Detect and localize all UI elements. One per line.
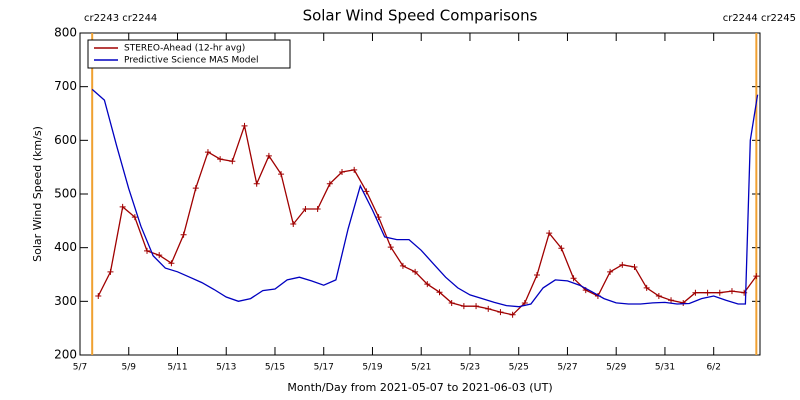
y-axis-label: Solar Wind Speed (km/s) <box>31 126 44 262</box>
point-marker <box>302 206 309 213</box>
point-marker <box>546 230 553 237</box>
x-tick-label: 5/27 <box>557 363 577 373</box>
point-marker <box>351 166 358 173</box>
legend-label: STEREO-Ahead (12-hr avg) <box>124 44 245 54</box>
series-line <box>91 88 759 308</box>
point-marker <box>533 272 540 279</box>
point-marker <box>290 221 297 228</box>
y-tick-label: 600 <box>54 133 77 147</box>
point-marker <box>668 297 675 304</box>
point-marker <box>156 252 163 259</box>
y-tick-label: 400 <box>54 240 77 254</box>
point-marker <box>339 168 346 175</box>
point-marker <box>692 289 699 296</box>
point-marker <box>119 203 126 210</box>
point-marker <box>448 299 455 306</box>
point-marker <box>326 180 333 187</box>
point-marker <box>728 288 735 295</box>
point-marker <box>192 185 199 192</box>
point-marker <box>643 284 650 291</box>
y-tick-label: 700 <box>54 79 77 93</box>
x-tick-label: 5/7 <box>73 363 87 373</box>
point-marker <box>753 273 760 280</box>
point-marker <box>558 245 565 252</box>
x-tick-label: 6/2 <box>706 363 720 373</box>
point-marker <box>131 214 138 221</box>
x-tick-label: 5/21 <box>411 363 431 373</box>
x-tick-label: 5/13 <box>216 363 236 373</box>
point-marker <box>631 263 638 270</box>
point-marker <box>497 309 504 316</box>
x-tick-label: 5/25 <box>509 363 529 373</box>
x-tick-label: 5/29 <box>606 363 626 373</box>
x-tick-label: 5/17 <box>314 363 334 373</box>
point-marker <box>424 281 431 288</box>
x-tick-label: 5/15 <box>265 363 285 373</box>
y-tick-label: 200 <box>54 348 77 362</box>
point-marker <box>375 214 382 221</box>
point-marker <box>217 156 224 163</box>
y-tick-label: 500 <box>54 187 77 201</box>
point-marker <box>680 299 687 306</box>
point-marker <box>168 260 175 267</box>
point-marker <box>655 292 662 299</box>
legend-box <box>87 39 291 69</box>
point-marker <box>314 206 321 213</box>
annotation: cr2244 cr2245 <box>723 13 796 24</box>
point-marker <box>107 268 114 275</box>
point-marker <box>570 275 577 282</box>
x-tick-label: 5/31 <box>655 363 675 373</box>
y-tick-label: 800 <box>54 26 77 40</box>
point-marker <box>229 158 236 165</box>
legend-label: Predictive Science MAS Model <box>124 56 259 66</box>
point-marker <box>144 247 151 254</box>
point-marker <box>387 244 394 251</box>
point-marker <box>485 305 492 312</box>
point-marker <box>95 292 102 299</box>
chart-title: Solar Wind Speed Comparisons <box>303 7 538 25</box>
point-marker <box>180 231 187 238</box>
x-tick-label: 5/11 <box>167 363 187 373</box>
point-marker <box>509 311 516 318</box>
point-marker <box>278 171 285 178</box>
annotation: cr2243 cr2244 <box>84 13 157 24</box>
x-tick-label: 5/23 <box>460 363 480 373</box>
point-marker <box>241 122 248 129</box>
point-marker <box>412 268 419 275</box>
y-tick-label: 300 <box>54 294 77 308</box>
point-marker <box>473 303 480 310</box>
point-marker <box>399 262 406 269</box>
point-marker <box>253 180 260 187</box>
point-marker <box>460 303 467 310</box>
x-axis-label: Month/Day from 2021-05-07 to 2021-06-03 … <box>287 381 552 394</box>
point-marker <box>363 188 370 195</box>
x-tick-label: 5/19 <box>362 363 382 373</box>
point-marker <box>716 289 723 296</box>
point-marker <box>204 149 211 156</box>
point-marker <box>619 261 626 268</box>
point-marker <box>436 289 443 296</box>
point-marker <box>265 152 272 159</box>
point-marker <box>704 289 711 296</box>
x-tick-label: 5/9 <box>122 363 137 373</box>
point-marker <box>607 268 614 275</box>
